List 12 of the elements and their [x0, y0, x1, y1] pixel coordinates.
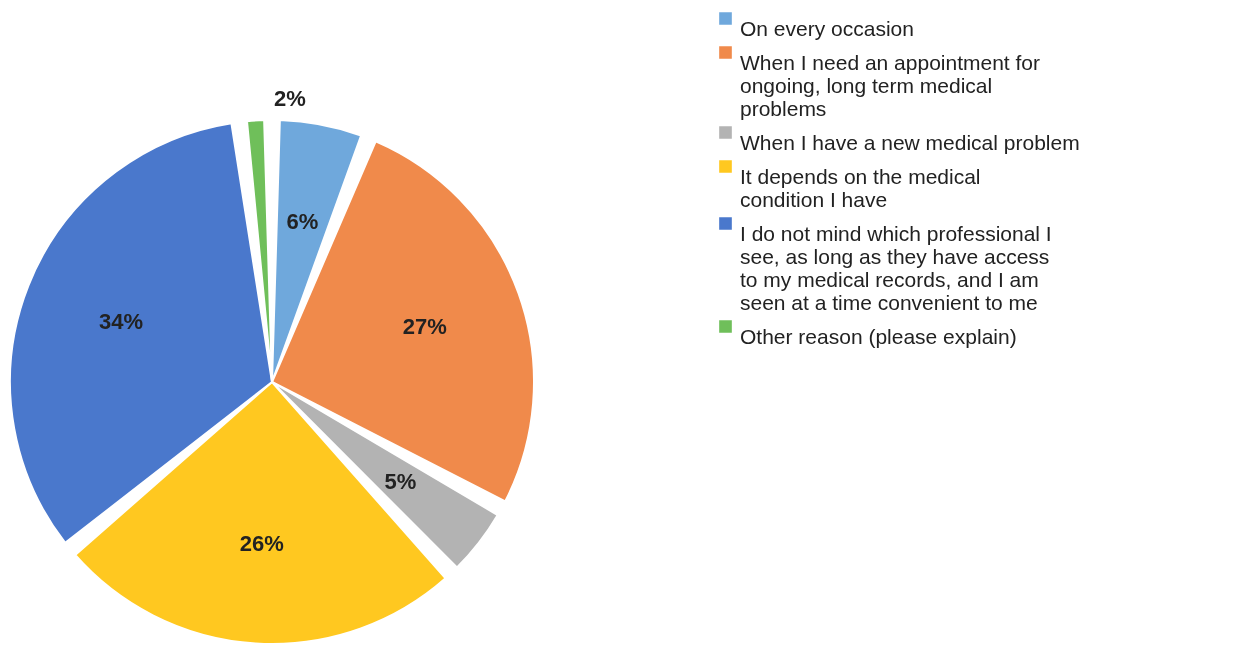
- legend-label: When I have a new medical problem: [740, 130, 1080, 154]
- legend-label: On every occasion: [740, 16, 914, 40]
- legend-label: Other reason (please explain): [740, 324, 1017, 348]
- legend-label: I do not mind which professional I see, as long as they have access to my medical records, and I am seen at a time convenient to me: [740, 221, 1052, 314]
- data-label: 6%: [286, 209, 319, 235]
- data-label: 5%: [384, 468, 417, 494]
- legend-label: It depends on the medical condition I have: [740, 164, 981, 211]
- data-label: 27%: [402, 313, 447, 339]
- data-label: 26%: [239, 531, 284, 557]
- data-label: 2%: [273, 85, 306, 111]
- legend-label: When I need an appointment for ongoing, long term medical problems: [740, 50, 1041, 120]
- data-label: 34%: [98, 309, 143, 335]
